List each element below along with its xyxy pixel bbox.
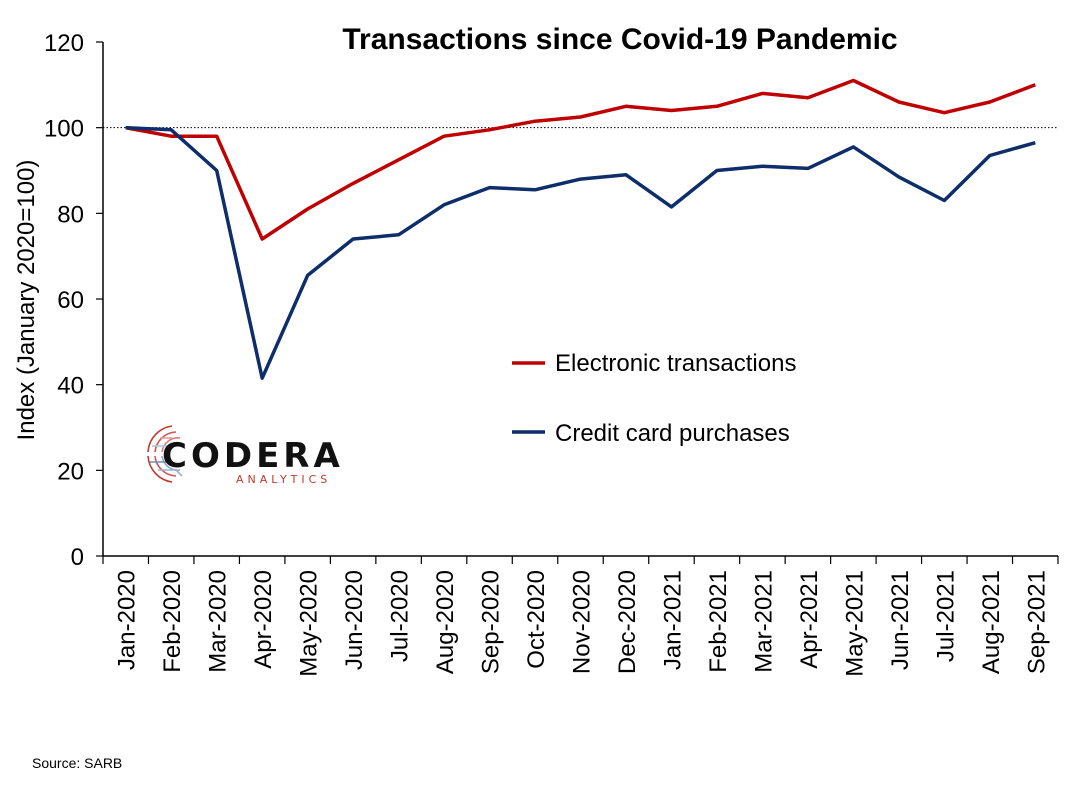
x-tick-label: Jul-2020	[387, 570, 414, 662]
logo-wordmark: CODERA	[162, 436, 344, 476]
series-line-credit-card-purchases	[125, 125, 1036, 380]
x-tick-label: Sep-2021	[1023, 570, 1050, 674]
x-axis-ticks: Jan-2020 Feb-2020 Mar-2020 Apr-2020 May-2020…	[102, 556, 1059, 677]
y-tick-label: 60	[57, 287, 84, 314]
x-tick-label: Jun-2021	[887, 570, 914, 670]
y-tick-label: 120	[44, 30, 84, 57]
x-tick-label: Mar-2020	[205, 570, 232, 673]
x-tick-label: Jun-2020	[341, 570, 368, 670]
x-tick-label: Dec-2020	[614, 570, 641, 674]
logo-subtitle: ANALYTICS	[236, 473, 331, 486]
y-tick-label: 40	[57, 373, 84, 400]
x-tick-label: Sep-2020	[478, 570, 505, 674]
x-tick-label: May-2021	[841, 570, 868, 677]
x-tick-label: Jul-2021	[932, 570, 959, 662]
codera-logo: CODERA ANALYTICS	[147, 425, 344, 486]
x-tick-label: May-2020	[296, 570, 323, 677]
y-tick-label: 80	[57, 201, 84, 228]
legend: Electronic transactions Credit card purc…	[512, 350, 796, 447]
x-tick-label: Apr-2020	[250, 570, 277, 669]
x-tick-label: Oct-2020	[523, 570, 550, 669]
x-tick-label: Jan-2021	[659, 570, 686, 670]
source-note: Source: SARB	[32, 755, 123, 771]
legend-label-electronic: Electronic transactions	[555, 350, 796, 377]
series-lines	[125, 78, 1036, 380]
y-tick-label: 20	[57, 458, 84, 485]
y-axis-label: Index (January 2020=100)	[13, 160, 40, 441]
y-tick-label: 100	[44, 116, 84, 143]
x-tick-label: Mar-2021	[750, 570, 777, 673]
legend-label-credit: Credit card purchases	[555, 420, 790, 447]
x-tick-label: Feb-2021	[705, 570, 732, 673]
y-axis-ticks: 0 20 40 60 80 100 120	[44, 30, 103, 571]
x-tick-label: Aug-2020	[432, 570, 459, 674]
x-tick-label: Feb-2020	[159, 570, 186, 673]
series-line-electronic-transactions	[125, 78, 1036, 241]
y-tick-label: 0	[71, 544, 84, 571]
logo-circuit-mark-icon	[147, 425, 183, 483]
x-tick-label: Aug-2021	[978, 570, 1005, 674]
chart-title: Transactions since Covid-19 Pandemic	[342, 23, 897, 56]
x-tick-label: Nov-2020	[569, 570, 596, 674]
x-tick-label: Apr-2021	[796, 570, 823, 669]
x-tick-label: Jan-2020	[114, 570, 141, 670]
